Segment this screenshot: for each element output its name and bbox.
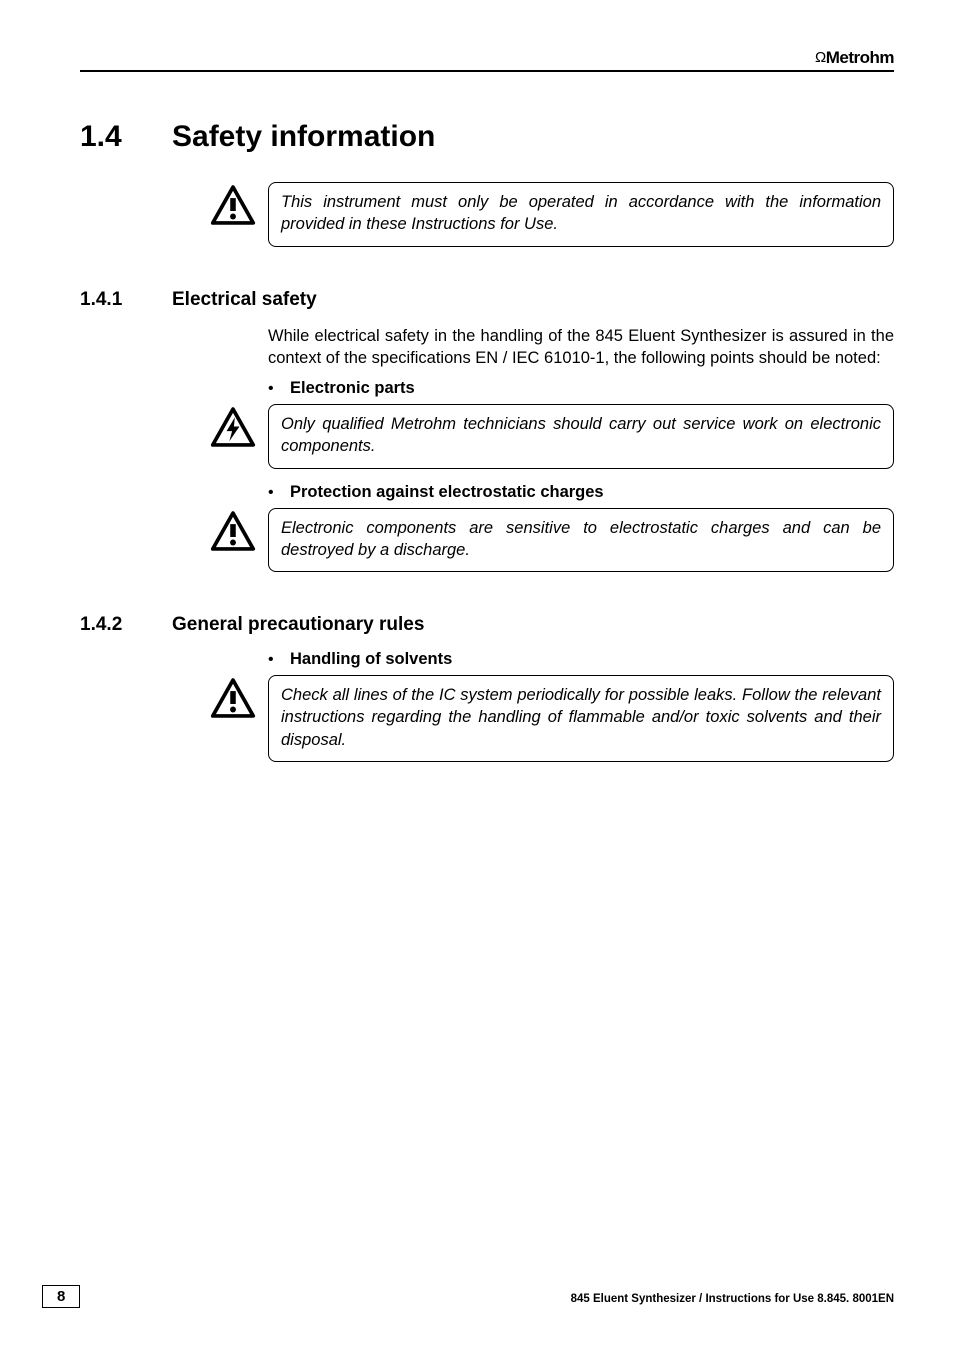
page-footer: 8 845 Eluent Synthesizer / Instructions … [42,1285,894,1308]
subsection-heading: 1.4.2 General precautionary rules [80,614,894,636]
bullet-marker: • [268,484,290,502]
section-heading: 1.4 Safety information [80,120,894,154]
header-rule [80,70,894,72]
intro-paragraph: While electrical safety in the handling … [268,325,894,370]
bullet-marker: • [268,380,290,398]
subsection-body: While electrical safety in the handling … [268,325,894,399]
warning-icon [210,677,262,724]
page-number: 8 [42,1285,80,1308]
subsection-title: General precautionary rules [172,614,424,636]
footer-text: 845 Eluent Synthesizer / Instructions fo… [571,1293,894,1305]
subsection-number: 1.4.2 [80,614,172,636]
bullet-label: Protection against electrostatic charges [290,483,604,502]
warning-icon [210,510,262,557]
bullet-marker: • [268,651,290,669]
bullet-item: • Protection against electrostatic charg… [268,483,894,502]
note-box: Electronic components are sensitive to e… [268,508,894,573]
subsection-body: • Handling of solvents [268,650,894,669]
brand-text: Metrohm [826,48,894,67]
note-row: Only qualified Metrohm technicians shoul… [210,404,894,469]
note-box: Only qualified Metrohm technicians shoul… [268,404,894,469]
brand-logo: ΩMetrohm [815,48,894,68]
section-title: Safety information [172,120,435,154]
bullet-label: Electronic parts [290,379,415,398]
bullet-item: • Electronic parts [268,379,894,398]
note-row: Check all lines of the IC system periodi… [210,675,894,762]
bullet-label: Handling of solvents [290,650,452,669]
intro-note-box: This instrument must only be operated in… [268,182,894,247]
page-content: 1.4 Safety information This instrument m… [80,120,894,762]
warning-icon [210,184,262,231]
note-row: Electronic components are sensitive to e… [210,508,894,573]
note-box: Check all lines of the IC system periodi… [268,675,894,762]
bullet-item: • Handling of solvents [268,650,894,669]
intro-note-row: This instrument must only be operated in… [210,182,894,247]
subsection-heading: 1.4.1 Electrical safety [80,289,894,311]
subsection-title: Electrical safety [172,289,317,311]
section-number: 1.4 [80,120,172,154]
subsection-body: • Protection against electrostatic charg… [268,483,894,502]
electrical-hazard-icon [210,406,262,453]
subsection-number: 1.4.1 [80,289,172,311]
